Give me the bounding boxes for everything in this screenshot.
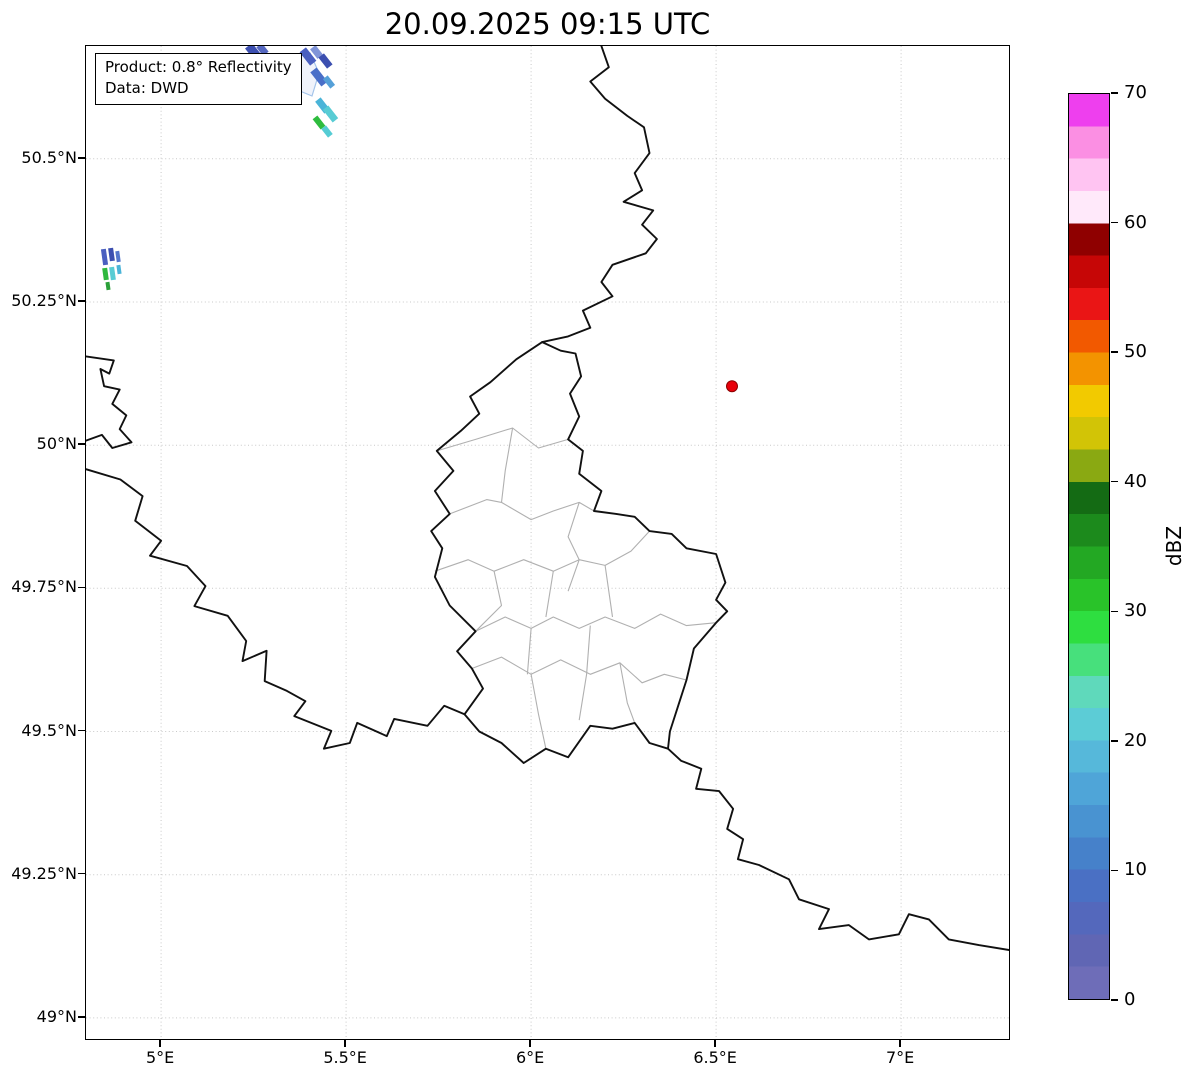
y-tick-mark <box>78 1016 85 1018</box>
y-tick-mark <box>78 300 85 302</box>
x-tick-label: 7°E <box>885 1048 915 1067</box>
product-label: Product: 0.8° Reflectivity <box>105 58 292 76</box>
y-tick-mark <box>78 157 85 159</box>
colorbar-tick-mark <box>1111 221 1118 224</box>
colorbar-tick-mark <box>1111 869 1118 872</box>
y-tick-label: 49.25°N <box>11 863 77 883</box>
y-tick-label: 50.5°N <box>21 147 77 167</box>
colorbar-tick-mark <box>1111 999 1118 1001</box>
colorbar-tick-label: 40 <box>1124 470 1147 492</box>
colorbar-tick-label: 60 <box>1124 211 1147 233</box>
radar-site-marker <box>726 380 738 393</box>
y-tick-label: 49.5°N <box>21 720 77 740</box>
colorbar-tick-label: 10 <box>1124 859 1147 881</box>
colorbar-tick-label: 30 <box>1124 600 1147 622</box>
x-tick-label: 6.5°E <box>693 1048 737 1067</box>
product-info-box: Product: 0.8° Reflectivity Data: DWD <box>95 53 302 105</box>
x-tick-mark <box>714 1040 716 1047</box>
x-tick-mark <box>899 1040 901 1047</box>
colorbar-tick-mark <box>1111 610 1118 612</box>
x-tick-label: 5°E <box>145 1048 175 1067</box>
x-tick-mark <box>529 1040 531 1047</box>
y-tick-mark <box>78 872 85 875</box>
colorbar-gradient <box>1068 93 1110 1000</box>
figure-title: 20.09.2025 09:15 UTC <box>384 7 711 41</box>
colorbar-tick-label: 0 <box>1124 989 1136 1010</box>
colorbar-tick-label: 20 <box>1124 729 1147 751</box>
map-svg <box>86 46 1009 1039</box>
x-tick-mark <box>344 1040 346 1047</box>
colorbar-tick-mark <box>1111 92 1118 94</box>
colorbar-tick-label: 50 <box>1124 341 1147 363</box>
data-source-label: Data: DWD <box>105 79 189 97</box>
colorbar-tick-mark <box>1111 351 1118 353</box>
colorbar-label: dBZ <box>1162 525 1186 567</box>
x-tick-label: 5.5°E <box>323 1048 367 1067</box>
y-tick-label: 50.25°N <box>11 290 77 310</box>
colorbar-tick-mark <box>1111 740 1118 742</box>
colorbar-tick-label: 70 <box>1124 82 1147 103</box>
y-tick-mark <box>78 586 85 589</box>
y-tick-label: 50°N <box>36 434 77 454</box>
colorbar-tick-mark <box>1111 481 1118 483</box>
x-tick-mark <box>159 1040 161 1047</box>
y-tick-mark <box>78 443 85 445</box>
y-tick-label: 49.75°N <box>11 577 77 597</box>
x-tick-label: 6°E <box>515 1048 545 1067</box>
y-tick-label: 49°N <box>36 1006 77 1026</box>
colorbar: 0 10 20 30 40 50 60 70 <box>1068 82 1147 1010</box>
map-plot: Product: 0.8° Reflectivity Data: DWD <box>85 45 1010 1040</box>
y-tick-mark <box>78 729 85 732</box>
